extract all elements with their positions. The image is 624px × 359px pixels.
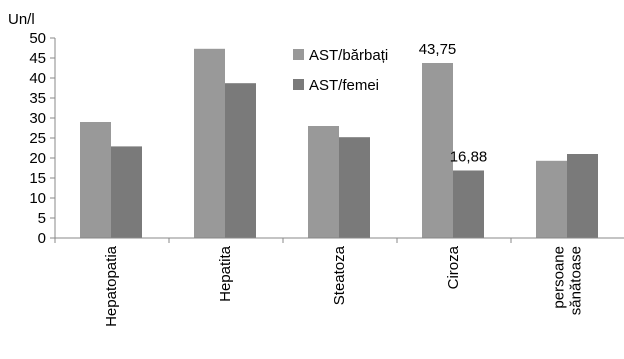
x-category-label: persoane sănătoase [551,246,585,315]
y-tick-label: 0 [38,230,46,247]
y-tick-label: 10 [29,190,46,207]
y-tick-label: 30 [29,110,46,127]
legend-label: AST/femei [309,77,379,94]
bar-barbati [536,160,567,238]
x-category-label-line: persoane [551,246,568,309]
data-label: 43,75 [419,41,457,58]
y-tick-label: 35 [29,90,46,107]
data-labels: 43,75 16,88 [419,41,488,165]
x-category-label-line: sănătoase [568,246,585,315]
bar-barbati [194,48,225,238]
legend: AST/bărbați AST/femei [293,47,388,94]
x-category-label-line: Hepatita [217,245,234,302]
x-category-label-line: Steatoza [331,245,348,305]
bar-femei [567,154,598,238]
legend-label: AST/bărbați [309,47,388,64]
legend-swatch [293,79,304,90]
bar-barbati [80,122,111,238]
y-tick-label: 40 [29,70,46,87]
legend-swatch [293,49,304,60]
x-axis-labels: Hepatopatia Hepatita Steatoza Ciroza persoan… [103,245,585,327]
bar-femei [225,83,256,238]
x-category-label: Ciroza [445,245,462,289]
y-tick-label: 20 [29,150,46,167]
y-tick-label: 45 [29,50,46,67]
bar-femei [111,146,142,238]
x-category-label-line: Hepatopatia [103,245,120,327]
data-label: 16,88 [450,148,488,165]
y-tick-label: 5 [38,210,46,227]
bars [80,48,598,238]
bar-barbati [422,63,453,238]
bar-femei [453,170,484,238]
axes [54,38,624,243]
y-tick-label: 25 [29,130,46,147]
x-category-label: Steatoza [331,245,348,305]
x-category-label-line: Ciroza [445,245,462,289]
y-axis-ticks: 0 5 10 15 20 25 30 35 40 45 50 [29,30,55,247]
bar-femei [339,137,370,238]
x-category-label: Hepatopatia [103,245,120,327]
x-category-label: Hepatita [217,245,234,302]
y-axis-unit-label: Un/l [8,11,35,28]
y-tick-label: 15 [29,170,46,187]
y-tick-label: 50 [29,30,46,47]
bar-barbati [308,126,339,238]
